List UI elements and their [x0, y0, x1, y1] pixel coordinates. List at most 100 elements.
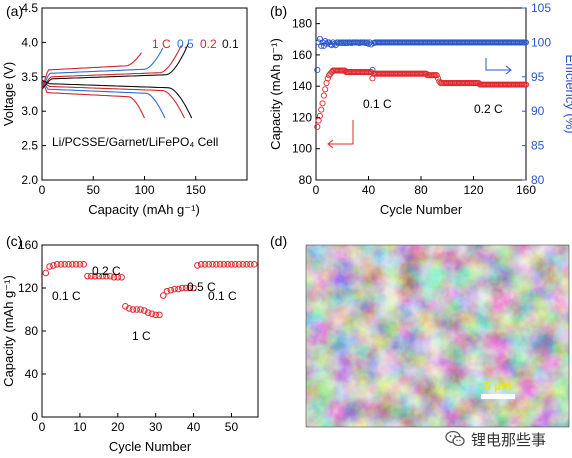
- chart-b-efficiency-point: [522, 39, 530, 46]
- chart-c-capacity-point: [53, 261, 61, 268]
- chart-c-ytick-label: 40: [25, 367, 39, 381]
- chart-c-ytick-label: 0: [31, 410, 38, 424]
- chart-b-xtick-label: 0: [313, 183, 320, 197]
- chart-c-capacity-point: [197, 261, 205, 268]
- chart-b-y2tick-label: 100: [531, 35, 551, 49]
- chart-a-discharge-curve-3: [41, 79, 193, 119]
- chart-c-annotation-02c: 0.2 C: [92, 264, 121, 278]
- chart-a-legend-05: 0.5: [177, 37, 194, 51]
- chart-c-capacity-point: [205, 261, 213, 268]
- chart-c-capacity-point: [148, 310, 156, 318]
- chart-c-capacity-point: [50, 262, 57, 269]
- chart-c-capacity-point: [46, 263, 53, 270]
- chart-a-charge-curve-1: [41, 47, 164, 90]
- chart-b-capacity-point: [316, 112, 323, 119]
- chart-b-efficiency-point: [316, 35, 323, 43]
- panel-label-c: (c): [6, 233, 22, 249]
- chart-c-capacity-point: [220, 261, 228, 268]
- chart-b-capacity-point: [318, 106, 325, 113]
- chart-a-ytick-label: 3.5: [21, 70, 38, 84]
- chart-b-capacity-point: [320, 92, 327, 99]
- panel-label-b: (b): [270, 3, 287, 19]
- chart-b-arrow-efficiency: [485, 58, 512, 75]
- chart-a-legend-01: 0.1: [222, 37, 239, 51]
- chart-c-capacity-point: [76, 261, 84, 268]
- chart-c-xtick-label: 50: [225, 420, 239, 434]
- chart-a-annotation: Li/PCSSE/Garnet/LiFePO₄ Cell: [52, 135, 218, 149]
- chart-b-ytick-label: 140: [292, 79, 312, 93]
- chart-c-capacity-point: [87, 272, 95, 280]
- chart-b-capacity-point: [322, 86, 329, 93]
- chart-c-capacity-point: [235, 261, 243, 268]
- chart-a-ytick-label: 4.0: [21, 35, 38, 49]
- chart-a-ytick-label: 4.5: [21, 1, 38, 15]
- chart-b-y2tick-label: 95: [531, 70, 545, 84]
- chart-b-xtick-label: 80: [414, 183, 428, 197]
- chart-c-ylabel: Capacity (mAh g⁻¹): [1, 275, 16, 387]
- chart-c-capacity-point: [209, 261, 216, 268]
- chart-b-arrow-capacity: [327, 120, 354, 149]
- chart-c-xtick-label: 30: [149, 420, 163, 434]
- chart-c-capacity-point: [247, 261, 254, 268]
- chart-c-capacity-point: [213, 261, 220, 268]
- chart-b-capacity-point: [435, 75, 442, 82]
- chart-c-capacity-point: [186, 284, 194, 292]
- chart-c-ytick-label: 80: [25, 324, 39, 338]
- chart-a-xtick-label: 100: [134, 183, 154, 197]
- chart-b-xtick-label: 120: [463, 183, 483, 197]
- chart-c-capacity-point: [175, 285, 182, 293]
- chart-a-xtick-label: 0: [39, 183, 46, 197]
- chart-b-efficiency-point: [314, 66, 321, 73]
- chart-c-capacity-point: [137, 306, 144, 313]
- sem-image-border: [305, 244, 570, 428]
- chart-c-capacity-point: [190, 284, 197, 292]
- chart-c-capacity-point: [95, 272, 103, 280]
- chart-c-capacity-point: [84, 272, 91, 280]
- chart-b-y2tick-label: 85: [531, 139, 545, 153]
- panel-label-a: (a): [6, 3, 23, 19]
- watermark-text: 锂电那些事: [471, 430, 547, 449]
- chart-a-legend-1c: 1 C: [152, 37, 171, 51]
- chart-b-ytick-label: 100: [292, 142, 312, 156]
- chart-b-y2label: Efficiency (%): [563, 54, 572, 133]
- watermark: 锂电那些事: [445, 424, 546, 454]
- chart-c-capacity-point: [243, 261, 250, 268]
- chart-b-y2tick-label: 105: [531, 1, 551, 15]
- chart-c-capacity-point: [118, 273, 125, 281]
- chart-c-capacity-point: [129, 306, 137, 313]
- chart-c-capacity-point: [61, 261, 69, 268]
- chart-c-capacity-point: [57, 261, 65, 268]
- chart-b-ytick-label: 160: [292, 48, 312, 62]
- chart-b-ylabel: Capacity (mAh g⁻¹): [268, 38, 283, 150]
- chart-c-xtick-label: 0: [39, 420, 46, 434]
- chart-c-capacity-point: [72, 261, 80, 268]
- chart-c-annotation-01c-b: 0.1 C: [208, 289, 237, 303]
- chart-c-capacity-point: [133, 306, 141, 313]
- chart-c-xtick-label: 20: [111, 420, 125, 434]
- chart-a-legend-02: 0.2: [200, 37, 217, 51]
- chart-c-xtick-label: 40: [187, 420, 201, 434]
- chart-b-capacity-point: [314, 123, 321, 130]
- chart-a-xlabel: Capacity (mAh g⁻¹): [88, 202, 200, 217]
- chart-c-capacity-point: [156, 311, 163, 319]
- chart-c-xtick-label: 10: [73, 420, 87, 434]
- chart-a-ylabel: Voltage (V): [1, 62, 16, 126]
- chart-c-capacity-point: [178, 284, 186, 292]
- chart-c-capacity-point: [69, 261, 76, 268]
- chart-c-capacity-point: [250, 261, 258, 268]
- chart-a-ytick-label: 2.5: [21, 139, 38, 153]
- chart-a-charge-curve-0: [41, 52, 142, 90]
- chart-c-capacity-point: [125, 305, 133, 312]
- chart-c-capacity-point: [144, 309, 152, 317]
- chart-c-annotation-01c-a: 0.1 C: [52, 289, 81, 303]
- chart-b-ytick-label: 120: [292, 110, 312, 124]
- chart-a-ytick-label: 2.0: [21, 173, 38, 187]
- chart-b-capacity-point: [522, 81, 530, 88]
- chart-b-frame: [315, 7, 527, 181]
- chart-c-capacity-point: [159, 292, 167, 299]
- panel-label-d: (d): [270, 233, 287, 249]
- chart-b-annotation-02c: 0.2 C: [474, 102, 503, 116]
- chart-b-ytick-label: 180: [292, 17, 312, 31]
- chart-b-xtick-label: 160: [516, 183, 536, 197]
